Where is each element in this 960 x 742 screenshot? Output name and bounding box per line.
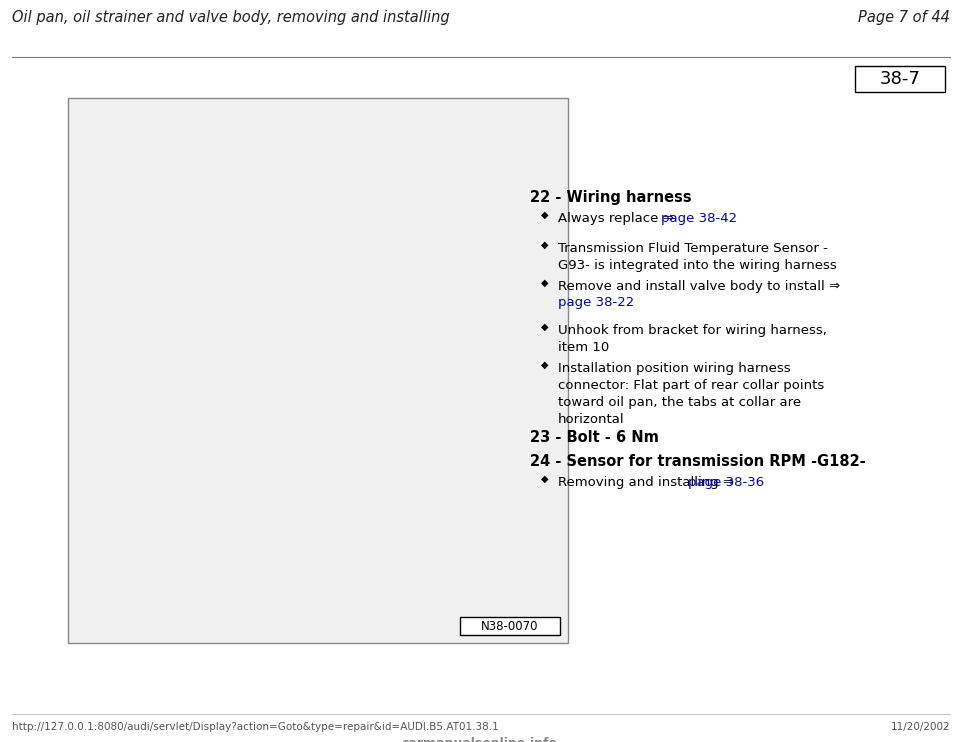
Bar xyxy=(460,617,560,635)
Text: ◆: ◆ xyxy=(541,210,549,220)
Text: Remove and install valve body to install ⇒: Remove and install valve body to install… xyxy=(558,280,840,293)
Text: ◆: ◆ xyxy=(541,240,549,250)
Text: page 38-36: page 38-36 xyxy=(688,476,764,489)
Text: carmanualsonline.info: carmanualsonline.info xyxy=(402,737,558,742)
Text: page 38-22: page 38-22 xyxy=(558,296,635,309)
Text: Unhook from bracket for wiring harness,
item 10: Unhook from bracket for wiring harness, … xyxy=(558,324,827,354)
Text: ◆: ◆ xyxy=(541,474,549,484)
Text: Installation position wiring harness
connector: Flat part of rear collar points
: Installation position wiring harness con… xyxy=(558,362,825,426)
Text: page 38-42: page 38-42 xyxy=(661,212,737,225)
Text: Page 7 of 44: Page 7 of 44 xyxy=(858,10,950,25)
Text: ◆: ◆ xyxy=(541,278,549,288)
Bar xyxy=(68,98,568,643)
Text: Oil pan, oil strainer and valve body, removing and installing: Oil pan, oil strainer and valve body, re… xyxy=(12,10,449,25)
Text: 23 - Bolt - 6 Nm: 23 - Bolt - 6 Nm xyxy=(530,430,659,445)
Text: http://127.0.0.1:8080/audi/servlet/Display?action=Goto&type=repair&id=AUDI.B5.AT: http://127.0.0.1:8080/audi/servlet/Displ… xyxy=(12,722,499,732)
Text: Transmission Fluid Temperature Sensor -
G93- is integrated into the wiring harne: Transmission Fluid Temperature Sensor - … xyxy=(558,242,837,272)
Text: 24 - Sensor for transmission RPM -G182-: 24 - Sensor for transmission RPM -G182- xyxy=(530,454,866,469)
Text: Removing and installing ⇒: Removing and installing ⇒ xyxy=(558,476,738,489)
Text: 11/20/2002: 11/20/2002 xyxy=(890,722,950,732)
Text: N38-0070: N38-0070 xyxy=(481,620,539,632)
Text: Always replace ⇒: Always replace ⇒ xyxy=(558,212,678,225)
Text: ◆: ◆ xyxy=(541,322,549,332)
Text: 22 - Wiring harness: 22 - Wiring harness xyxy=(530,190,691,205)
Text: ◆: ◆ xyxy=(541,360,549,370)
Bar xyxy=(855,66,945,92)
Text: 38-7: 38-7 xyxy=(879,70,921,88)
